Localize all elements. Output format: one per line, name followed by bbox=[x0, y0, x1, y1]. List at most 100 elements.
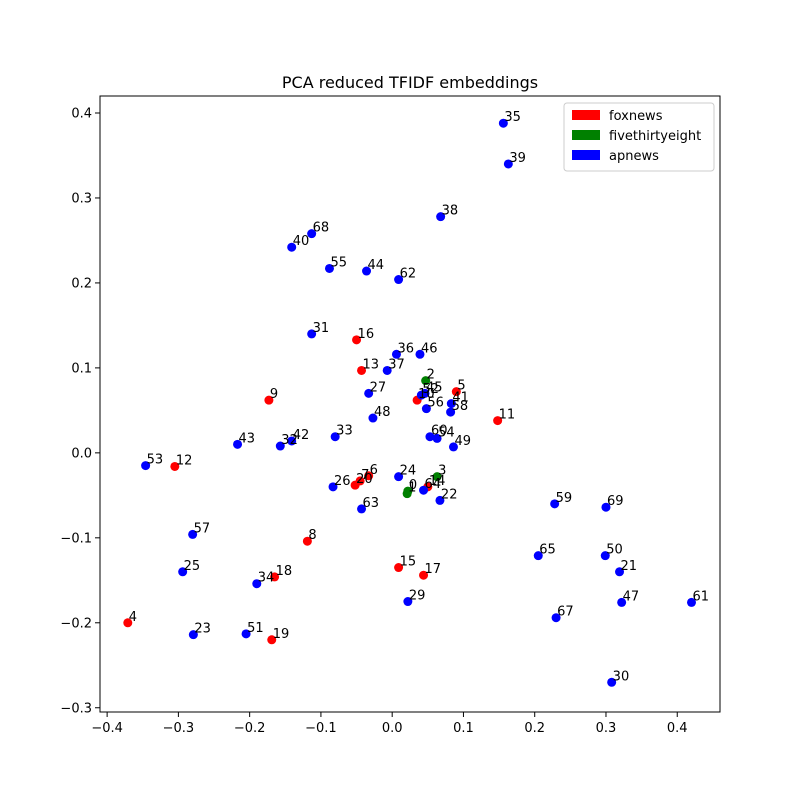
point-label: 58 bbox=[452, 399, 469, 414]
point-label: 1 bbox=[408, 481, 416, 496]
point-label: 11 bbox=[499, 408, 516, 423]
data-point bbox=[435, 495, 445, 505]
point-label: 30 bbox=[613, 669, 630, 684]
point-label: 37 bbox=[388, 357, 405, 372]
data-point bbox=[446, 399, 456, 409]
data-point bbox=[357, 504, 367, 514]
data-point bbox=[394, 472, 404, 482]
point-label: 6 bbox=[370, 463, 378, 478]
point-label: 48 bbox=[374, 405, 391, 420]
data-point bbox=[615, 567, 625, 577]
point-label: 41 bbox=[452, 391, 469, 406]
legend-swatch bbox=[572, 150, 600, 160]
y-tick-label: 0.4 bbox=[71, 106, 92, 121]
point-label: 67 bbox=[557, 605, 574, 620]
point-label: 25 bbox=[184, 559, 201, 574]
data-point bbox=[446, 407, 456, 417]
point-label: 42 bbox=[293, 428, 310, 443]
point-label: 27 bbox=[370, 380, 387, 395]
legend-swatch bbox=[572, 130, 600, 140]
point-label: 21 bbox=[621, 559, 638, 574]
point-label: 35 bbox=[504, 110, 521, 125]
data-point bbox=[617, 597, 627, 607]
x-tick-label: −0.4 bbox=[91, 721, 123, 736]
data-point bbox=[391, 349, 401, 359]
point-label: 19 bbox=[273, 627, 290, 642]
y-tick-label: 0.1 bbox=[71, 361, 92, 376]
x-tick-label: 0.2 bbox=[524, 721, 545, 736]
point-label: 62 bbox=[400, 267, 417, 282]
point-label: 31 bbox=[313, 321, 330, 336]
point-label: 65 bbox=[539, 543, 556, 558]
plot-area: 4129181981613720615171014511230153255723… bbox=[123, 110, 709, 687]
point-label: 14 bbox=[429, 474, 446, 489]
data-point bbox=[415, 349, 425, 359]
data-point bbox=[364, 471, 374, 481]
data-point bbox=[368, 413, 378, 423]
data-point bbox=[493, 416, 503, 426]
data-point bbox=[402, 489, 412, 499]
point-label: 44 bbox=[368, 258, 385, 273]
data-point bbox=[270, 572, 280, 582]
data-point bbox=[141, 461, 151, 471]
data-point bbox=[421, 376, 431, 386]
data-point bbox=[324, 263, 334, 273]
point-label: 36 bbox=[397, 341, 414, 356]
point-label: 20 bbox=[356, 472, 373, 487]
legend: foxnews fivethirtyeight apnews bbox=[563, 102, 715, 172]
point-label: 61 bbox=[692, 589, 709, 604]
data-point bbox=[357, 365, 367, 375]
point-label: 69 bbox=[607, 494, 624, 509]
point-label: 51 bbox=[247, 621, 264, 636]
y-tick-label: −0.1 bbox=[60, 531, 92, 546]
x-tick-label: 0.4 bbox=[667, 721, 688, 736]
point-label: 59 bbox=[556, 491, 573, 506]
data-point bbox=[241, 629, 251, 639]
data-point bbox=[307, 229, 317, 239]
x-tick-label: 0.1 bbox=[453, 721, 474, 736]
point-label: 43 bbox=[239, 431, 256, 446]
data-point bbox=[421, 404, 431, 414]
chart-title: PCA reduced TFIDF embeddings bbox=[282, 73, 538, 92]
data-point bbox=[178, 567, 188, 577]
data-point bbox=[432, 472, 442, 482]
point-label: 54 bbox=[438, 425, 455, 440]
y-tick-label: 0.0 bbox=[71, 446, 92, 461]
legend-label: apnews bbox=[609, 149, 659, 164]
legend-label: foxnews bbox=[609, 109, 663, 124]
point-label: 15 bbox=[400, 555, 417, 570]
data-point bbox=[451, 387, 461, 397]
data-point bbox=[188, 529, 198, 539]
data-point bbox=[252, 579, 262, 589]
data-point bbox=[264, 395, 274, 405]
point-label: 55 bbox=[330, 255, 347, 270]
point-label: 60 bbox=[431, 424, 448, 439]
point-label: 5 bbox=[457, 379, 465, 394]
data-point bbox=[352, 335, 362, 345]
legend-swatch bbox=[572, 110, 600, 120]
y-axis: −0.3 −0.2 −0.1 0.0 0.1 0.2 0.3 0.4 bbox=[60, 106, 100, 716]
point-label: 46 bbox=[421, 341, 438, 356]
data-point bbox=[419, 570, 429, 580]
data-point bbox=[170, 461, 180, 471]
data-point bbox=[448, 442, 458, 452]
point-label: 9 bbox=[270, 387, 278, 402]
point-label: 10 bbox=[418, 387, 435, 402]
point-label: 17 bbox=[425, 562, 442, 577]
point-label: 0 bbox=[409, 478, 417, 493]
data-point bbox=[533, 551, 543, 561]
point-label: 52 bbox=[422, 382, 439, 397]
point-label: 3 bbox=[438, 464, 446, 479]
point-label: 22 bbox=[441, 487, 458, 502]
point-label: 8 bbox=[308, 528, 316, 543]
data-point bbox=[601, 502, 611, 512]
data-point bbox=[425, 432, 435, 442]
data-point bbox=[607, 677, 617, 687]
point-label: 47 bbox=[623, 589, 640, 604]
x-tick-label: −0.3 bbox=[163, 721, 195, 736]
data-point bbox=[382, 365, 392, 375]
data-point bbox=[364, 388, 374, 398]
point-label: 2 bbox=[427, 368, 435, 383]
point-label: 13 bbox=[363, 357, 380, 372]
point-label: 23 bbox=[194, 622, 211, 637]
